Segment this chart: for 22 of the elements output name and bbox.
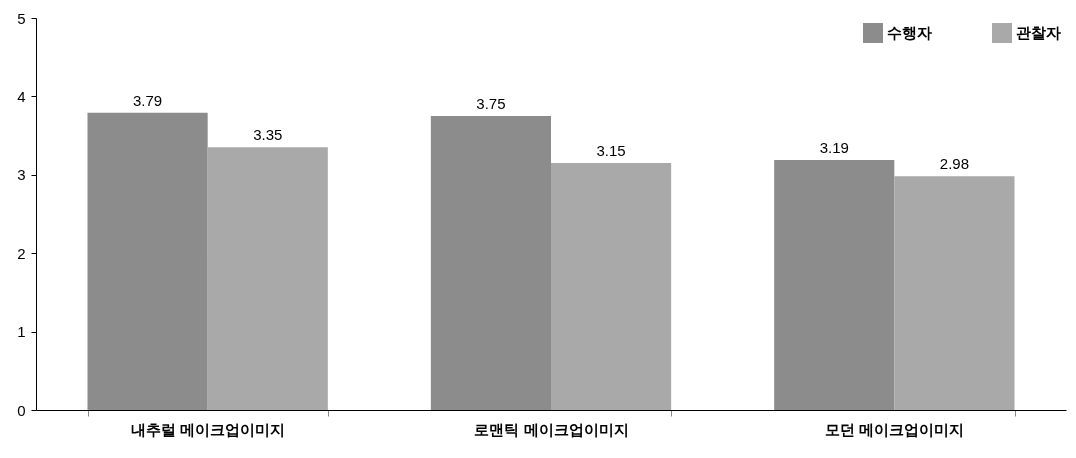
bar (207, 147, 328, 410)
y-tick-label: 0 (17, 401, 26, 419)
data-label: 2.98 (939, 155, 970, 173)
bar (774, 159, 895, 410)
y-tick-label: 3 (17, 166, 26, 184)
y-tick-label: 4 (17, 87, 26, 105)
data-label: 3.19 (819, 138, 849, 156)
y-tick-label: 1 (17, 323, 26, 341)
data-label: 3.15 (596, 142, 626, 160)
x-tick-label: 내추럴 메이크업이미지 (131, 420, 286, 438)
bar (894, 176, 1015, 410)
data-label: 3.75 (476, 95, 506, 112)
y-tick-label: 5 (17, 9, 26, 27)
x-tick-label: 로맨틱 메이크업이미지 (474, 420, 629, 438)
data-label: 3.35 (253, 126, 283, 144)
bar (551, 163, 672, 410)
legend-label: 관찰자 (1016, 24, 1061, 41)
x-tick-label: 모던 메이크업이미지 (825, 420, 965, 438)
bar (430, 116, 551, 410)
legend-label: 수행자 (887, 24, 932, 41)
y-tick-label: 2 (17, 244, 26, 262)
data-label: 3.79 (132, 91, 163, 109)
